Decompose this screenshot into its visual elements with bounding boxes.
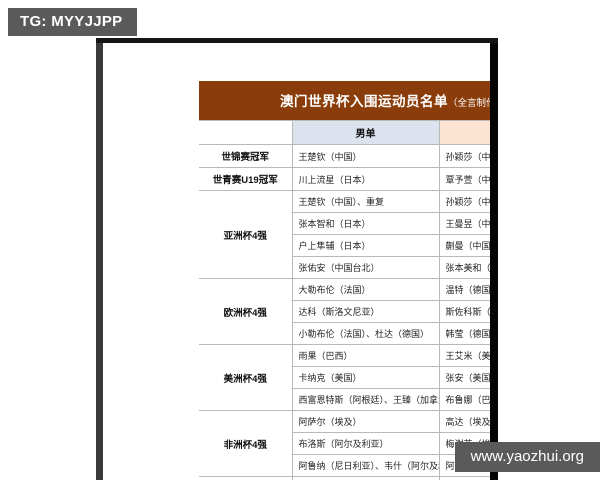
cell-mens-singles: 阿鲁纳（尼日利亚）、韦什（阿尔及利亚）: [291, 454, 440, 477]
cell-mens-singles: 西富恩特斯（阿根廷）、王臻（加拿大）: [291, 388, 440, 411]
page-title: 澳门世界杯入围运动员名单: [279, 94, 448, 109]
table-header-row: 男单 女单: [199, 120, 498, 145]
table-row: 欧洲杯4强 大勒布伦（法国） 温特（德国）: [199, 278, 498, 345]
roster-table: 男单 女单 世锦赛冠军王楚钦（中国）孙颖莎（中国）世青赛U19冠军川上流星（日本…: [199, 120, 498, 480]
cell-womens-singles: 孙颖莎（中国）: [438, 144, 498, 168]
cell-mens-singles: 大勒布伦（法国）: [291, 278, 440, 301]
table-row: 非洲杯4强 阿萨尔（埃及） 高达（埃及）: [199, 410, 498, 477]
column-header-womens-singles: 女单: [438, 120, 498, 145]
cell-mens-singles: 王楚钦（中国）: [291, 144, 440, 168]
cell-mens-singles: 布洛斯（阿尔及利亚）: [291, 432, 440, 455]
table-head: 男单 女单: [199, 120, 498, 145]
page-left-gutter: [96, 38, 103, 480]
table-row: 西富恩特斯（阿根廷）、王臻（加拿大）布鲁娜（巴西）、张默（加拿大）: [199, 388, 498, 411]
column-header-category: [199, 120, 293, 145]
row-category-label: 欧洲杯4强: [199, 278, 293, 345]
cell-womens-singles: 刘杨子（澳大利亚）: [438, 476, 498, 480]
column-header-mens-singles: 男单: [291, 120, 440, 145]
cell-mens-singles: 王楚钦（中国）、重复: [291, 190, 440, 213]
row-category-label: 亚洲杯4强: [199, 190, 293, 279]
row-category-label: 大洋洲杯4强: [199, 476, 293, 480]
cell-mens-singles: 卢伟（澳大利亚）: [291, 476, 440, 480]
cell-mens-singles: 达科（斯洛文尼亚）: [291, 300, 440, 323]
page-right-gutter: [490, 38, 498, 480]
page-title-credit: （全言制作）: [447, 98, 498, 109]
page-top-gutter: [96, 38, 498, 43]
row-category-label: 非洲杯4强: [199, 410, 293, 477]
table-body: 世锦赛冠军王楚钦（中国）孙颖莎（中国）世青赛U19冠军川上流星（日本）覃予萱（中…: [199, 144, 498, 480]
cell-mens-singles: 张佑安（中国台北）: [291, 256, 440, 279]
tg-handle-badge: TG: MYYJJPP: [8, 8, 137, 36]
document-title-banner: 澳门世界杯入围运动员名单（全言制作）: [199, 81, 498, 120]
table-row: 大洋洲杯4强卢伟（澳大利亚）刘杨子（澳大利亚）: [199, 476, 498, 480]
cell-mens-singles: 川上流星（日本）: [291, 167, 440, 191]
row-category-label: 美洲杯4强: [199, 344, 293, 411]
row-category-label: 世锦赛冠军: [199, 144, 293, 168]
cell-mens-singles: 户上隼辅（日本）: [291, 234, 440, 257]
cell-mens-singles: 雨果（巴西）: [291, 344, 440, 367]
document-card: 澳门世界杯入围运动员名单（全言制作） 男单 女单 世锦赛冠军王楚钦（中国）孙颖莎…: [96, 38, 498, 480]
cell-mens-singles: 卡纳克（美国）: [291, 366, 440, 389]
cell-mens-singles: 小勒布伦（法国）、杜达（德国）: [291, 322, 440, 345]
cell-mens-singles: 张本智和（日本）: [291, 212, 440, 235]
document-sheet: 澳门世界杯入围运动员名单（全言制作） 男单 女单 世锦赛冠军王楚钦（中国）孙颖莎…: [199, 81, 498, 480]
table-row: 卡纳克（美国） 张安（美国）: [199, 366, 498, 389]
cell-mens-singles: 阿萨尔（埃及）: [291, 410, 440, 433]
site-watermark: www.yaozhui.org: [454, 442, 600, 472]
cell-womens-singles: 覃予萱（中国）: [438, 167, 498, 191]
row-category-label: 世青赛U19冠军: [199, 167, 293, 191]
